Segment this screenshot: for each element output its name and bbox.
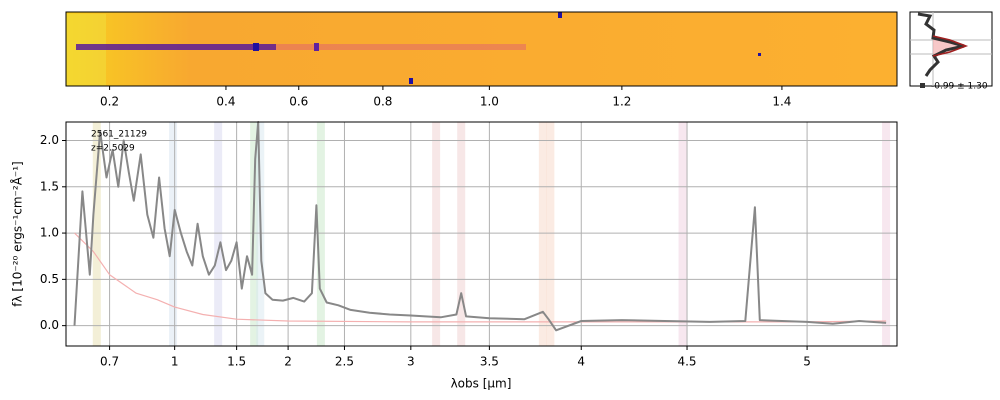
flux-line: [73, 121, 887, 332]
y-tick-label: 1.0: [40, 226, 59, 240]
line-band: [457, 122, 466, 346]
error-line: [74, 232, 887, 323]
x-tick-label: 1.5: [227, 355, 246, 369]
x-tick-label: 0.2: [100, 95, 119, 109]
profile-label: -0.99 ± 1.30: [931, 82, 988, 92]
y-tick-label: 1.5: [40, 179, 59, 193]
line-band: [546, 122, 555, 346]
annotation: 2561_21129: [91, 130, 147, 140]
x-tick-label: 3: [407, 355, 415, 369]
y-tick-label: 0.5: [40, 272, 59, 286]
x-tick-label: 3.5: [480, 355, 499, 369]
x-tick-label: 1: [171, 355, 179, 369]
x-tick-label: 0.7: [100, 355, 119, 369]
profile-line: [917, 12, 965, 77]
line-band: [316, 122, 325, 346]
line-band: [92, 122, 101, 346]
plot-frame: [65, 121, 898, 347]
line-band: [678, 122, 687, 346]
y-tick-label: 2.0: [40, 133, 59, 147]
x-tick-label: 2: [284, 355, 292, 369]
line-band: [882, 122, 891, 346]
line-band: [538, 122, 547, 346]
trace-blob: [314, 43, 319, 51]
pixel: [558, 12, 562, 18]
x-tick-label: 0.8: [373, 95, 392, 109]
marker: [920, 83, 925, 88]
x-tick-label: 0.6: [289, 95, 308, 109]
x-tick-label: 4: [577, 355, 585, 369]
y-tick-label: 0.0: [40, 318, 59, 332]
pixel: [409, 78, 413, 84]
x-tick-label: 1.4: [772, 95, 791, 109]
x-tick-label: 4.5: [677, 355, 696, 369]
profile-model: [932, 35, 969, 57]
line-band: [432, 122, 441, 346]
x-tick-label: 1.2: [612, 95, 631, 109]
annotation: z=2.5029: [91, 144, 135, 154]
trace: [276, 44, 526, 50]
profile: -0.99 ± 1.30: [909, 11, 993, 92]
trace-blob: [253, 43, 259, 51]
x-tick-label: 1.0: [480, 95, 499, 109]
pixel: [758, 53, 761, 56]
trace: [76, 44, 276, 50]
x-axis-label: λobs [μm]: [451, 377, 512, 391]
x-tick-label: 2.5: [335, 355, 354, 369]
x-tick-label: 5: [803, 355, 811, 369]
spectrum-2d: [65, 11, 898, 87]
y-axis-label: fλ [10⁻²⁰ ergs⁻¹cm⁻²Å⁻¹]: [10, 161, 25, 306]
frame: [65, 11, 898, 87]
x-tick-label: 0.4: [216, 95, 235, 109]
line-band: [214, 122, 223, 346]
